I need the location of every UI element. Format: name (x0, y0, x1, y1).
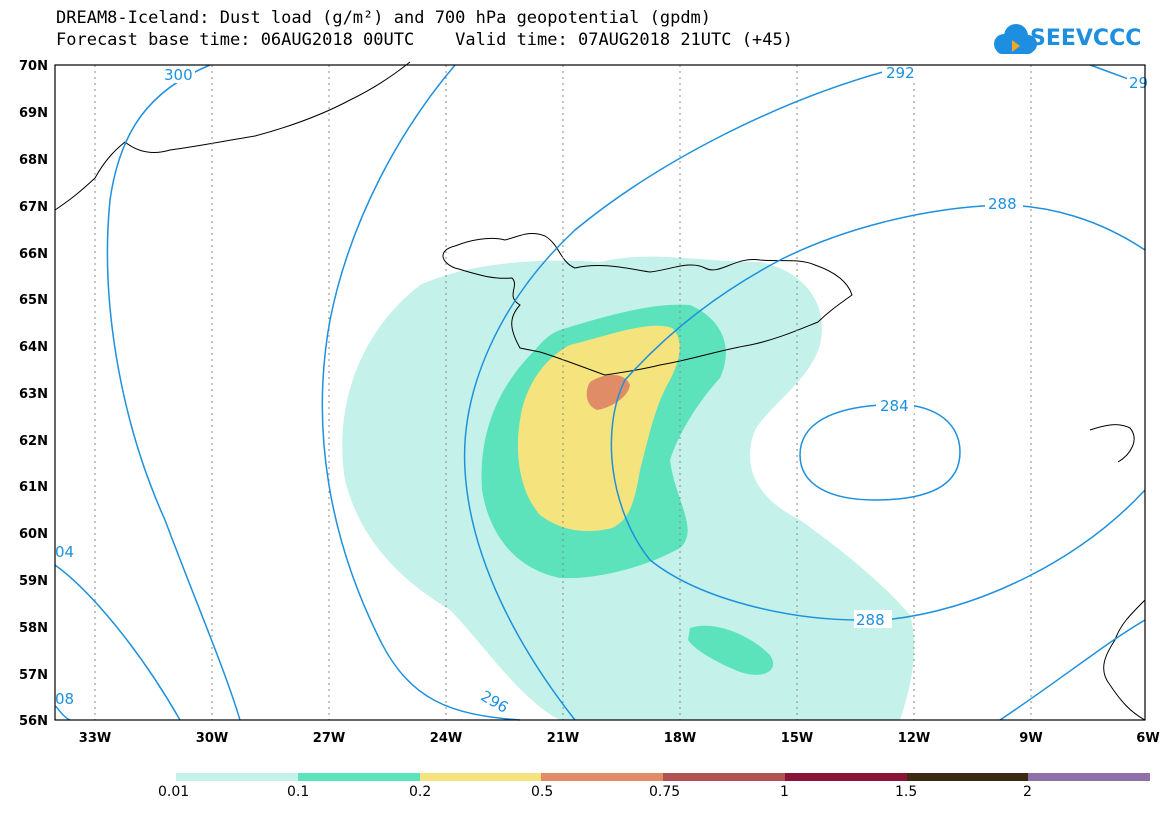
contour-label-bg-284 (876, 396, 914, 414)
contour-label-288-north: 288 (988, 195, 1017, 213)
legend-swatch-0.01 (176, 773, 298, 781)
contour-label-284: 284 (880, 397, 909, 415)
dust-level-0.5 (586, 374, 630, 410)
coastline-faroe (1089, 424, 1135, 463)
legend-label: 0.1 (287, 784, 310, 800)
legend-label: 0.75 (649, 784, 681, 800)
lon-label: 24W (430, 731, 462, 746)
contour-label-292: 292 (886, 64, 915, 82)
contour-296 (321, 64, 521, 721)
lat-label: 70N (19, 59, 48, 74)
lon-label: 9W (1019, 731, 1042, 746)
contour-label-bg-288b (854, 610, 892, 628)
contour-label-bg-29 (1127, 72, 1149, 90)
contour-288-southeast (999, 619, 1146, 721)
legend-label: 2 (1023, 784, 1032, 800)
lat-label: 64N (19, 340, 48, 355)
lat-label: 61N (19, 480, 48, 495)
contour-288-south (884, 489, 1146, 621)
contour-label-bg-08 (55, 688, 77, 706)
contour-label-08: 08 (55, 690, 74, 708)
lat-label: 62N (19, 434, 48, 449)
contour-308 (54, 704, 71, 721)
map-title: DREAM8-Iceland: Dust load (g/m²) and 700… (56, 8, 712, 28)
contour-label-300: 300 (164, 66, 193, 84)
coastline-greenland (54, 61, 411, 211)
contour-label-04: 04 (55, 543, 74, 561)
contour-label-bg-292 (882, 62, 920, 80)
lat-label: 56N (19, 714, 48, 729)
color-legend (176, 773, 1150, 781)
lon-label: 33W (79, 731, 111, 746)
lon-label: 12W (898, 731, 930, 746)
coastline-norway (1103, 599, 1146, 721)
lat-axis: 70N 69N 68N 67N 66N 65N 64N 63N 62N 61N … (19, 59, 48, 729)
cloud-shape (994, 24, 1037, 54)
legend-swatch-0.5 (541, 773, 663, 781)
legend-label: 0.01 (158, 784, 190, 800)
contour-284 (799, 403, 961, 501)
legend-swatch-1.5 (907, 773, 1028, 781)
dust-shading (342, 256, 915, 720)
lat-label: 65N (19, 293, 48, 308)
contour-304 (54, 564, 181, 721)
contour-label-bg-288a (985, 194, 1023, 212)
dust-level-0.1-south (688, 625, 774, 675)
coastlines (54, 61, 1146, 721)
lat-label: 59N (19, 574, 48, 589)
legend-label: 0.5 (531, 784, 554, 800)
lon-label: 15W (781, 731, 813, 746)
contour-label-29: 29 (1129, 74, 1148, 92)
lat-label: 68N (19, 153, 48, 168)
dust-level-0.2 (517, 325, 680, 532)
legend-swatch-0.1 (298, 773, 420, 781)
map-frame (54, 64, 1146, 721)
lon-label: 21W (547, 731, 579, 746)
contour-label-288-south: 288 (856, 611, 885, 629)
gridlines (94, 65, 1032, 720)
lon-label: 27W (313, 731, 345, 746)
lon-label: 30W (196, 731, 228, 746)
coastline-iceland (442, 233, 853, 376)
lat-label: 66N (19, 247, 48, 262)
contour-label-bg-04 (55, 540, 77, 558)
cloud-icon (994, 24, 1037, 54)
legend-label: 0.2 (409, 784, 432, 800)
legend-swatch-2 (1028, 773, 1150, 781)
lat-label: 58N (19, 621, 48, 636)
legend-swatch-0.2 (420, 773, 541, 781)
lat-label: 69N (19, 106, 48, 121)
map-subtitle: Forecast base time: 06AUG2018 00UTC Vali… (56, 30, 793, 50)
legend-label: 1 (780, 784, 789, 800)
legend-label: 1.5 (895, 784, 918, 800)
lon-label: 18W (664, 731, 696, 746)
contour-label-bg-300 (160, 65, 195, 83)
logo-text: SEEVCCC (1030, 26, 1142, 51)
lon-label: 6W (1136, 731, 1159, 746)
lat-label: 63N (19, 387, 48, 402)
lat-label: 57N (19, 668, 48, 683)
contour-300 (106, 64, 241, 721)
legend-swatch-0.75 (663, 773, 785, 781)
lat-label: 67N (19, 200, 48, 215)
contour-label-bg-296 (474, 690, 512, 712)
lon-axis: 33W 30W 27W 24W 21W 18W 15W 12W 9W 6W (79, 731, 1160, 746)
contour-labels: 300 292 29 288 284 288 296 04 08 (55, 62, 1149, 717)
lat-label: 60N (19, 527, 48, 542)
legend-swatch-1 (785, 773, 907, 781)
contour-292 (463, 69, 891, 721)
